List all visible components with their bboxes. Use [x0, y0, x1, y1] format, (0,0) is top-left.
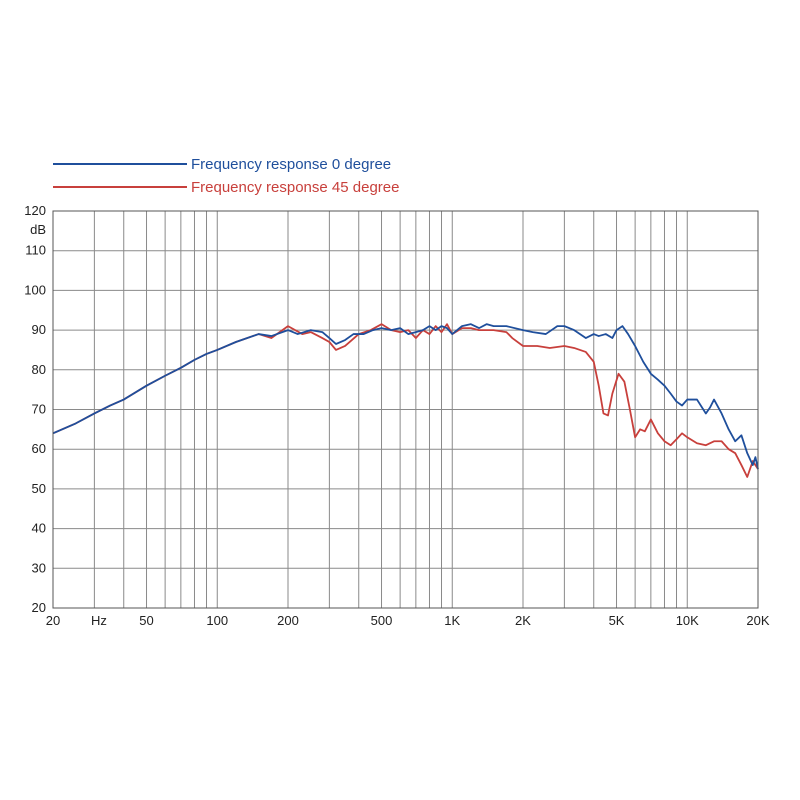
y-tick-label-30: 30 [32, 560, 46, 575]
y-tick-label-110: 110 [25, 243, 46, 258]
x-tick-label-100: 100 [206, 613, 228, 628]
x-tick-label-10K: 10K [676, 613, 699, 628]
series-layer [52, 323, 759, 478]
y-axis-unit-label: dB [30, 222, 46, 237]
y-tick-label-50: 50 [32, 481, 46, 496]
x-tick-label-50: 50 [139, 613, 153, 628]
y-tick-label-90: 90 [32, 322, 46, 337]
y-tick-label-40: 40 [32, 521, 46, 536]
legend-label-45-degree: Frequency response 45 degree [191, 179, 399, 196]
y-tick-label-60: 60 [32, 441, 46, 456]
legend: Frequency response 0 degree Frequency re… [53, 156, 399, 196]
x-tick-label-20: 20 [46, 613, 60, 628]
y-tick-label-120: 120 [24, 203, 46, 218]
grid [53, 210, 758, 609]
series-line-45-degree [52, 323, 759, 478]
x-axis: 20 50 100 200 500 1K 2K 5K 10K 20K Hz [46, 613, 770, 628]
y-tick-label-20: 20 [32, 600, 46, 615]
x-tick-label-20K: 20K [746, 613, 769, 628]
x-tick-label-5K: 5K [609, 613, 625, 628]
y-axis: 20 30 40 50 60 70 80 90 100 110 120 dB [24, 203, 46, 615]
plot-frame [52, 210, 759, 609]
y-tick-label-100: 100 [24, 282, 46, 297]
x-tick-label-500: 500 [371, 613, 393, 628]
x-axis-unit-label: Hz [91, 613, 107, 628]
y-tick-label-80: 80 [32, 362, 46, 377]
x-tick-label-2K: 2K [515, 613, 531, 628]
y-tick-label-70: 70 [32, 402, 46, 417]
series-line-0-degree [52, 323, 759, 470]
x-tick-label-1K: 1K [444, 613, 460, 628]
legend-label-0-degree: Frequency response 0 degree [191, 156, 391, 173]
x-tick-label-200: 200 [277, 613, 299, 628]
